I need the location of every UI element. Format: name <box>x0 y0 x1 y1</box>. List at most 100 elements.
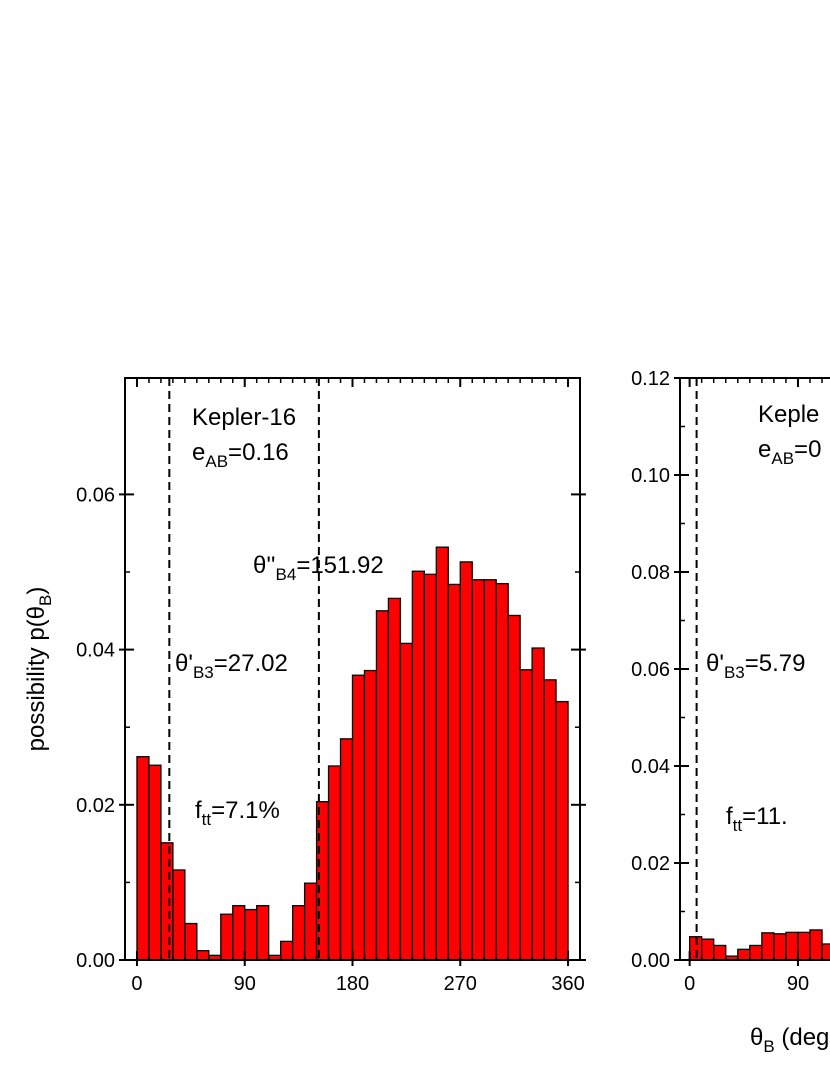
bar <box>531 647 545 961</box>
annotation-sub: B4 <box>276 565 297 584</box>
bar <box>172 869 186 961</box>
annotation: ftt=7.1% <box>195 797 280 829</box>
y-tick-label: 0.08 <box>631 562 670 584</box>
bar <box>327 765 342 961</box>
bar <box>232 905 246 961</box>
y-tick-label: 0.04 <box>76 640 115 662</box>
x-axis-title: θB (deg <box>750 1024 829 1056</box>
bar <box>507 614 521 961</box>
bar <box>701 938 715 961</box>
annotation: eAB=0 <box>758 436 821 468</box>
y-axis-title-main: possibility p(θ <box>23 606 50 751</box>
x-axis-title-rest: (deg <box>775 1024 830 1051</box>
y-axis-title-sub: B <box>36 595 55 606</box>
annotation-sub: B3 <box>724 663 745 682</box>
bar <box>761 932 775 961</box>
bar <box>543 679 557 961</box>
annotation-main: Keple <box>758 401 819 428</box>
bar <box>737 948 751 961</box>
y-tick-label: 0.06 <box>76 484 115 506</box>
x-tick-label: 90 <box>234 973 256 995</box>
bar <box>291 905 306 961</box>
y-tick-label: 0.00 <box>631 950 670 972</box>
x-axis-title-main: θ <box>750 1024 763 1051</box>
annotation-rest: =0 <box>794 436 821 463</box>
bar <box>555 700 569 961</box>
bar <box>160 842 174 961</box>
annotation-main: θ' <box>706 650 724 677</box>
annotation: θ'B3=27.02 <box>175 650 288 682</box>
annotation-main: Kepler-16 <box>192 404 296 431</box>
bar <box>244 908 258 961</box>
annotation-sub: tt <box>202 810 212 829</box>
annotation: eAB=0.16 <box>192 439 289 471</box>
y-tick-label: 0.10 <box>631 465 670 487</box>
x-tick-label: 270 <box>444 973 477 995</box>
x-tick-label: 180 <box>336 973 369 995</box>
bar <box>363 669 378 961</box>
bar <box>423 573 437 961</box>
annotation-main: θ'' <box>253 552 276 579</box>
x-tick-label: 360 <box>551 973 584 995</box>
bar <box>821 943 830 961</box>
bar <box>399 642 414 961</box>
annotation-rest: =11. <box>742 803 788 830</box>
annotation-main: f <box>726 803 733 830</box>
y-tick-label: 0.04 <box>631 756 670 778</box>
annotation: Keple <box>758 401 819 428</box>
x-tick-label: 90 <box>787 973 809 995</box>
annotation-rest: =151.92 <box>296 552 383 579</box>
annotation-rest: =7.1% <box>211 797 280 824</box>
bar <box>303 882 318 961</box>
annotation-main: f <box>195 797 202 824</box>
bar <box>447 583 461 961</box>
bar <box>495 582 509 961</box>
annotation-main: e <box>758 436 771 463</box>
annotation-rest: =5.79 <box>745 650 806 677</box>
annotation-main: e <box>192 439 205 466</box>
bar <box>713 944 727 961</box>
bar <box>411 570 425 961</box>
y-tick-label: 0.12 <box>631 368 670 390</box>
bar <box>339 738 354 961</box>
bar <box>387 597 402 961</box>
bar <box>280 940 294 961</box>
bar <box>196 950 210 961</box>
bar <box>483 579 497 961</box>
bar <box>519 669 533 961</box>
y-axis-title: possibility p(θB) <box>23 587 55 752</box>
bar <box>773 933 787 961</box>
annotation-sub: AB <box>771 449 794 468</box>
bar <box>184 922 198 961</box>
x-tick-label: 0 <box>684 973 695 995</box>
bar <box>435 546 449 961</box>
bar <box>471 579 485 961</box>
bar <box>797 931 811 961</box>
y-tick-label: 0.06 <box>631 659 670 681</box>
annotation-sub: AB <box>205 452 228 471</box>
bar <box>809 929 823 961</box>
annotation-rest: =27.02 <box>214 650 288 677</box>
y-tick-label: 0.02 <box>76 795 115 817</box>
y-axis-title-rest: ) <box>23 587 50 595</box>
annotation-sub: B3 <box>193 663 214 682</box>
annotation: θ''B4=151.92 <box>253 552 384 584</box>
bar <box>749 944 763 961</box>
y-tick-label: 0.02 <box>631 853 670 875</box>
annotation-main: θ' <box>175 650 193 677</box>
annotation: ftt=11. <box>726 803 788 835</box>
bar <box>351 674 366 961</box>
bar <box>136 756 150 961</box>
bar <box>785 931 799 961</box>
annotation: Kepler-16 <box>192 404 296 431</box>
annotation: θ'B3=5.79 <box>706 650 805 682</box>
bar <box>220 913 234 961</box>
bar <box>148 764 162 961</box>
bar <box>459 561 473 961</box>
x-axis-title-sub: B <box>763 1037 774 1056</box>
bar <box>375 610 390 961</box>
x-tick-label: 0 <box>131 973 142 995</box>
annotation-sub: tt <box>733 816 743 835</box>
bar <box>256 905 270 961</box>
